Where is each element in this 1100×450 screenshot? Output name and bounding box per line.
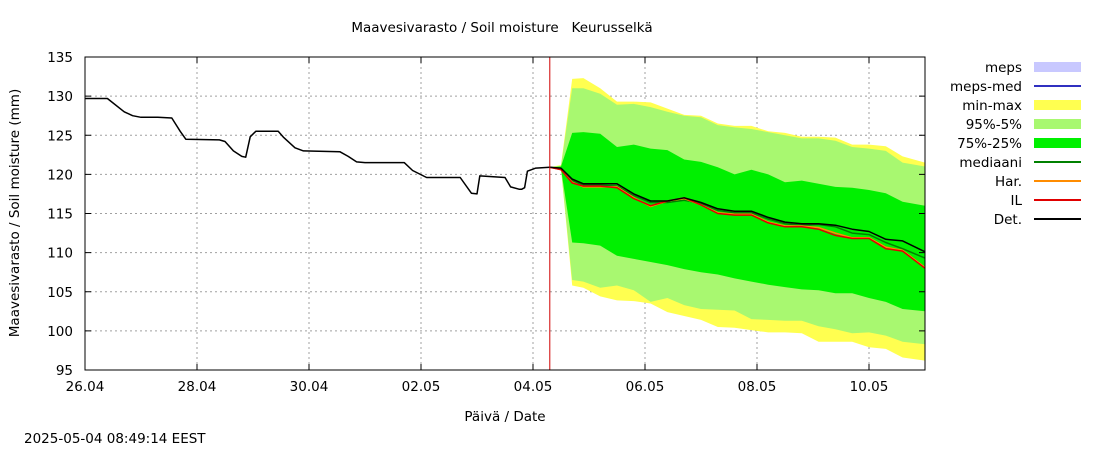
series-lines (85, 97, 926, 269)
percentile-bands (549, 78, 925, 361)
y-tick-label: 135 (47, 50, 73, 66)
y-tick-label: 130 (47, 89, 73, 105)
legend-item-p95-5: 95%-5% (966, 117, 1022, 133)
x-tick-label: 28.04 (178, 379, 217, 395)
y-tick-label: 100 (47, 324, 73, 340)
legend-swatch (1034, 138, 1081, 148)
legend-item-har: Har. (995, 174, 1022, 190)
x-axis-ticks: 26.04 28.04 30.04 02.05 04.05 06.05 08.05 10.05 (66, 57, 889, 395)
x-axis-label: Päivä / Date (464, 409, 545, 425)
x-tick-label: 30.04 (290, 379, 329, 395)
il-line (549, 166, 926, 269)
observed-line (85, 97, 550, 195)
legend-item-p75-25: 75%-25% (957, 136, 1022, 152)
legend-item-meps-med: meps-med (950, 79, 1022, 95)
legend-swatch (1034, 119, 1081, 129)
y-tick-label: 120 (47, 167, 73, 183)
x-tick-label: 08.05 (738, 379, 777, 395)
legend-item-min-max: min-max (962, 98, 1022, 114)
legend-item-il: IL (1010, 193, 1022, 209)
p75-25-band (549, 132, 925, 312)
legend-item-mediaani: mediaani (959, 155, 1022, 171)
x-tick-label: 10.05 (850, 379, 889, 395)
y-axis-ticks: 95 100 105 110 115 120 125 130 135 (47, 50, 925, 379)
y-tick-label: 125 (47, 128, 73, 144)
legend-item-det: Det. (994, 212, 1022, 228)
y-tick-label: 115 (47, 207, 73, 223)
x-tick-label: 02.05 (402, 379, 441, 395)
x-tick-label: 06.05 (626, 379, 665, 395)
legend-swatch (1034, 62, 1081, 72)
mediaani-line (549, 166, 926, 259)
y-tick-label: 95 (56, 363, 73, 379)
y-axis-label: Maavesivarasto / Soil moisture (mm) (7, 89, 23, 337)
x-tick-label: 04.05 (514, 379, 553, 395)
legend: meps meps-med min-max 95%-5% 75%-25% mediaani… (950, 60, 1081, 228)
legend-item-meps: meps (985, 60, 1022, 76)
chart-title: Maavesivarasto / Soil moisture Keurussel… (351, 20, 652, 36)
timestamp: 2025-05-04 08:49:14 EEST (24, 431, 206, 447)
legend-swatch (1034, 100, 1081, 110)
y-tick-label: 110 (47, 246, 73, 262)
det-forecast-line (549, 166, 926, 253)
x-tick-label: 26.04 (66, 379, 105, 395)
y-tick-label: 105 (47, 285, 73, 301)
